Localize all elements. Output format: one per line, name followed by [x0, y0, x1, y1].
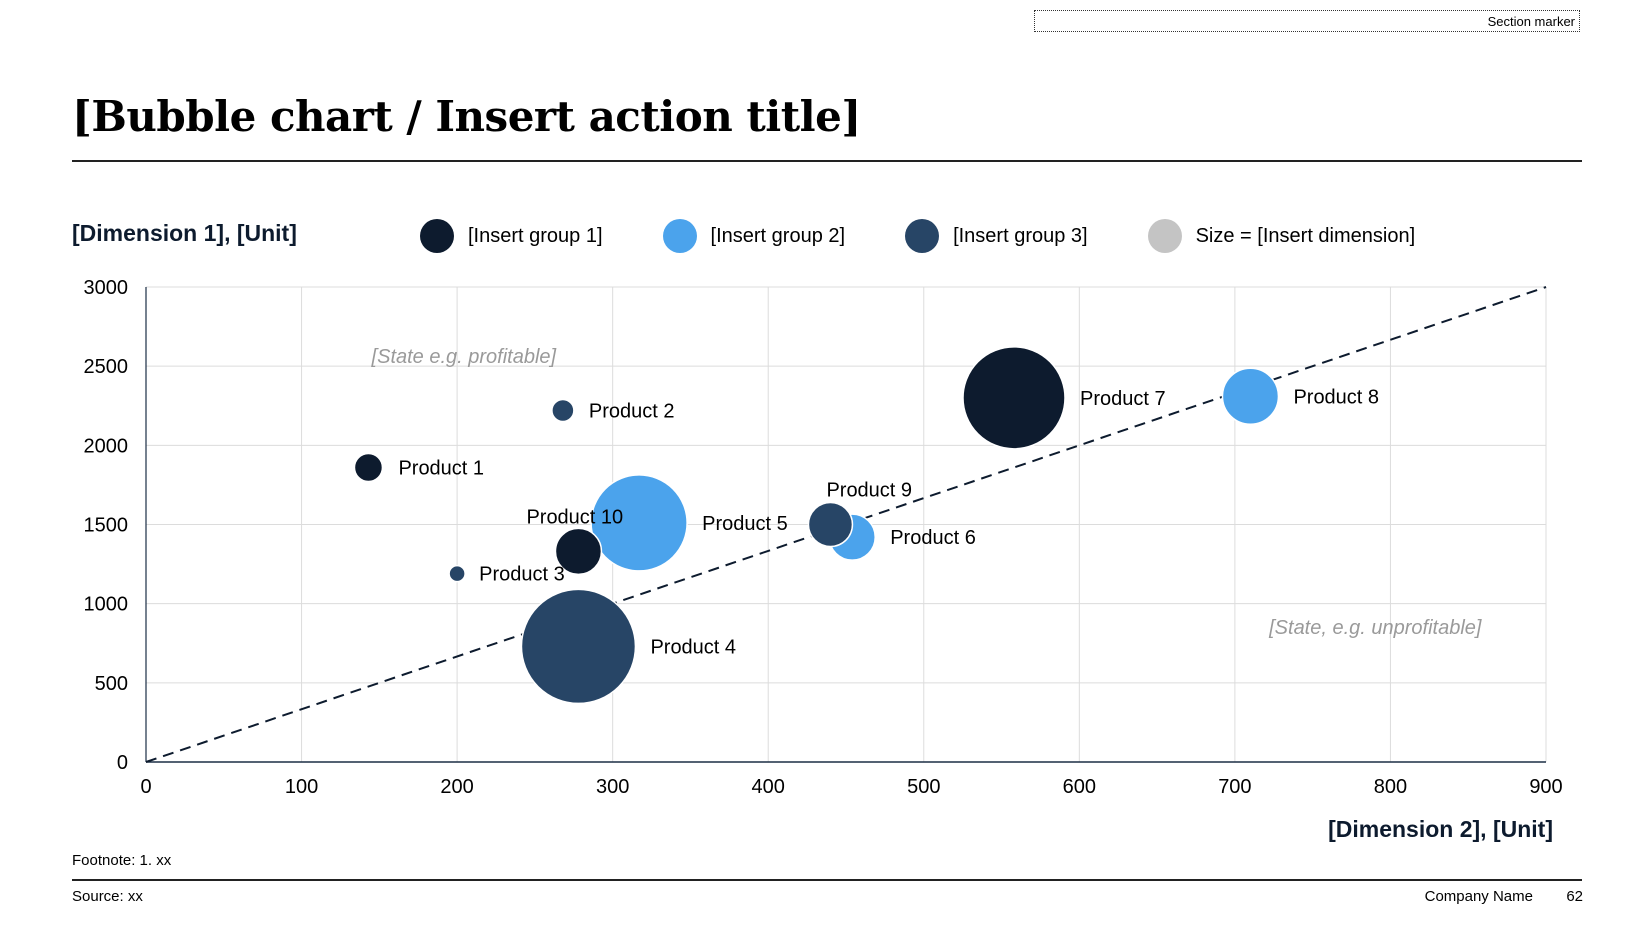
legend-item-group-1: [Insert group 1] [420, 219, 603, 253]
legend-label-group-3: [Insert group 3] [953, 224, 1088, 247]
section-marker: Section marker [1034, 10, 1580, 32]
point-label: Product 5 [702, 513, 788, 535]
legend-item-group-2: [Insert group 2] [662, 219, 846, 253]
legend-marker-group-1 [420, 219, 454, 253]
point-label: Product 10 [526, 506, 623, 528]
bubble-product-9 [807, 501, 854, 548]
legend-label-group-1: [Insert group 1] [468, 224, 603, 247]
legend-item-size: Size = [Insert dimension] [1147, 219, 1416, 253]
y-tick-label: 3000 [84, 277, 129, 299]
y-tick-label: 2500 [84, 356, 129, 378]
y-tick-label: 1000 [84, 594, 129, 616]
legend-label-size: Size = [Insert dimension] [1195, 224, 1416, 247]
legend: [Insert group 1] [Insert group 2] [Inser… [420, 218, 1475, 254]
y-tick-label: 1500 [84, 515, 129, 537]
point-label: Product 9 [826, 480, 912, 502]
x-axis-title: [Dimension 2], [Unit] [1328, 816, 1553, 842]
state-annotation: [State e.g. profitable] [371, 346, 557, 368]
bubble-product-1 [353, 452, 384, 483]
y-tick-label: 0 [117, 752, 128, 774]
page-title: [Bubble chart / Insert action title] [72, 92, 861, 141]
y-axis-title: [Dimension 1], [Unit] [72, 220, 297, 246]
bubble-product-10 [554, 527, 603, 576]
x-tick-label: 600 [1063, 776, 1096, 798]
x-tick-label: 800 [1374, 776, 1407, 798]
legend-label-group-2: [Insert group 2] [710, 224, 846, 247]
legend-marker-group-3 [905, 219, 940, 253]
legend-marker-group-2 [662, 219, 697, 253]
x-tick-label: 700 [1218, 776, 1251, 798]
y-tick-label: 2000 [84, 435, 129, 457]
x-tick-label: 300 [596, 776, 629, 798]
point-label: Product 2 [589, 401, 675, 423]
x-tick-label: 200 [440, 776, 473, 798]
company-name: Company Name [1424, 888, 1533, 905]
x-tick-label: 500 [907, 776, 940, 798]
point-label: Product 1 [398, 458, 484, 480]
x-tick-label: 100 [285, 776, 318, 798]
title-divider [72, 160, 1582, 162]
page-number: 62 [1566, 888, 1583, 905]
point-label: Product 7 [1080, 388, 1166, 410]
bubble-product-3 [448, 564, 466, 583]
point-label: Product 4 [650, 636, 736, 658]
bubble-product-5 [590, 474, 688, 572]
x-tick-label: 400 [752, 776, 785, 798]
footer-divider [72, 879, 1582, 881]
x-tick-label: 900 [1529, 776, 1562, 798]
y-tick-label: 500 [95, 673, 128, 695]
footnote: Footnote: 1. xx [72, 852, 172, 869]
legend-item-group-3: [Insert group 3] [905, 219, 1088, 253]
bubble-product-4 [520, 588, 637, 705]
bubble-product-2 [551, 398, 575, 423]
state-annotation: [State, e.g. unprofitable] [1268, 617, 1482, 639]
point-label: Product 6 [890, 527, 976, 549]
bubble-product-7 [962, 346, 1066, 450]
bubble-product-8 [1221, 367, 1280, 425]
x-tick-label: 0 [140, 776, 151, 798]
point-label: Product 8 [1293, 386, 1379, 408]
legend-marker-size [1147, 219, 1182, 253]
source-note: Source: xx [72, 888, 143, 905]
point-label: Product 3 [479, 564, 565, 586]
